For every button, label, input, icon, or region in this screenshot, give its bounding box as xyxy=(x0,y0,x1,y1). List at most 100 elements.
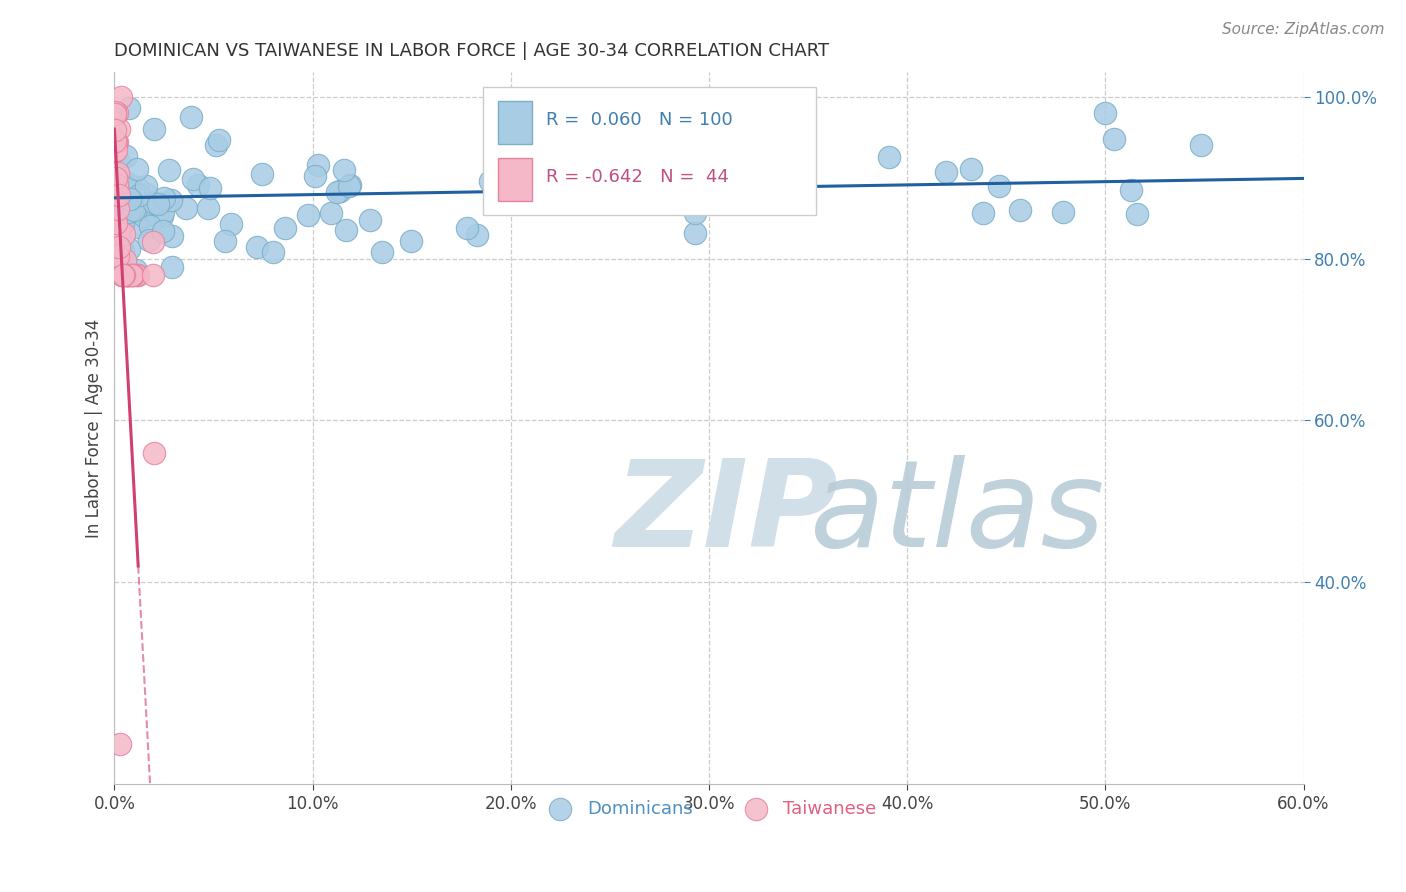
Text: ZIP: ZIP xyxy=(614,456,838,573)
Point xyxy=(399,234,422,248)
Point xyxy=(935,165,957,179)
Point xyxy=(138,233,160,247)
Point xyxy=(112,268,135,282)
Point xyxy=(152,205,174,219)
Point xyxy=(111,190,134,204)
Point xyxy=(337,178,360,193)
Point xyxy=(114,199,136,213)
Point xyxy=(117,181,139,195)
Point xyxy=(132,209,155,223)
Point xyxy=(104,170,127,185)
Legend: Dominicans, Taiwanese: Dominicans, Taiwanese xyxy=(534,793,883,825)
Point xyxy=(142,268,165,282)
Point xyxy=(105,157,128,171)
Point xyxy=(115,176,138,190)
Point xyxy=(371,244,394,259)
Point xyxy=(758,150,780,164)
Point xyxy=(120,192,142,206)
Point xyxy=(1121,183,1143,197)
Point xyxy=(117,205,139,219)
Point xyxy=(1189,138,1212,153)
Text: R =  0.060   N = 100: R = 0.060 N = 100 xyxy=(546,112,733,129)
Point xyxy=(214,234,236,248)
Point xyxy=(104,107,127,121)
Point xyxy=(114,187,136,202)
Point xyxy=(112,227,135,241)
Point xyxy=(125,179,148,194)
Point xyxy=(135,179,157,194)
Point xyxy=(105,135,128,149)
Point xyxy=(121,184,143,198)
Point xyxy=(252,167,274,181)
Point xyxy=(118,242,141,256)
Point xyxy=(105,178,128,192)
Point xyxy=(104,138,127,153)
Point xyxy=(111,244,134,258)
Point xyxy=(111,268,134,282)
Point xyxy=(711,170,734,185)
Point xyxy=(124,268,146,282)
Point xyxy=(121,268,143,282)
Point xyxy=(117,268,139,282)
Point xyxy=(790,151,813,165)
Point xyxy=(297,208,319,222)
Point xyxy=(181,172,204,186)
Point xyxy=(143,446,166,460)
Text: Source: ZipAtlas.com: Source: ZipAtlas.com xyxy=(1222,22,1385,37)
Point xyxy=(1126,206,1149,220)
Point xyxy=(326,185,349,199)
Point xyxy=(246,239,269,253)
Point xyxy=(307,158,329,172)
Point xyxy=(146,210,169,224)
Point xyxy=(112,216,135,230)
Point xyxy=(160,260,183,274)
Point xyxy=(205,138,228,153)
Point xyxy=(104,144,127,158)
FancyBboxPatch shape xyxy=(484,87,815,215)
Text: DOMINICAN VS TAIWANESE IN LABOR FORCE | AGE 30-34 CORRELATION CHART: DOMINICAN VS TAIWANESE IN LABOR FORCE | … xyxy=(114,42,830,60)
Point xyxy=(610,165,633,179)
Point xyxy=(125,219,148,234)
Point xyxy=(114,268,136,282)
Point xyxy=(128,188,150,202)
Point xyxy=(105,216,128,230)
Point xyxy=(117,268,139,282)
Point xyxy=(198,181,221,195)
Point xyxy=(107,178,129,192)
Point xyxy=(160,193,183,207)
Point xyxy=(110,89,132,103)
Bar xyxy=(499,158,531,201)
Point xyxy=(706,170,728,185)
Point xyxy=(110,737,132,751)
Point xyxy=(157,162,180,177)
Point xyxy=(108,188,131,202)
Point xyxy=(683,206,706,220)
Point xyxy=(107,249,129,263)
Point xyxy=(139,219,162,234)
Point xyxy=(728,112,751,127)
Point xyxy=(148,197,170,211)
Point xyxy=(107,181,129,195)
Point xyxy=(879,149,901,163)
Point xyxy=(479,174,502,188)
Point xyxy=(125,263,148,277)
Point xyxy=(104,104,127,119)
Point xyxy=(121,268,143,282)
Point xyxy=(152,223,174,237)
Point xyxy=(104,143,127,157)
Text: atlas: atlas xyxy=(810,456,1105,573)
Text: R = -0.642   N =  44: R = -0.642 N = 44 xyxy=(546,168,728,186)
Point xyxy=(465,228,488,243)
Point xyxy=(105,136,128,151)
Point xyxy=(121,202,143,217)
Point xyxy=(108,155,131,169)
Point xyxy=(127,268,149,282)
Point xyxy=(142,235,165,250)
Point xyxy=(135,186,157,201)
Point xyxy=(988,179,1011,194)
Point xyxy=(107,222,129,236)
Point xyxy=(763,150,786,164)
Point xyxy=(111,268,134,282)
Point xyxy=(153,191,176,205)
Point xyxy=(118,101,141,115)
